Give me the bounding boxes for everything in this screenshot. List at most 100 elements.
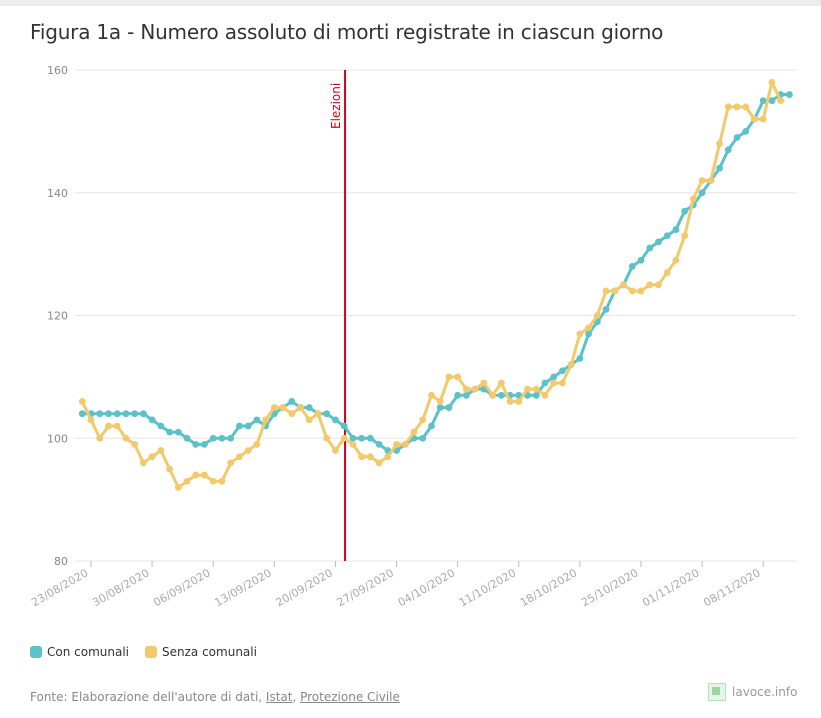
data-point xyxy=(602,287,610,295)
top-bar xyxy=(0,0,821,6)
data-point xyxy=(733,134,741,141)
data-point xyxy=(524,385,531,393)
data-point xyxy=(428,391,435,399)
data-point xyxy=(419,434,427,442)
data-point xyxy=(201,471,208,479)
data-point xyxy=(751,115,758,123)
data-point xyxy=(253,416,261,424)
source-separator: , xyxy=(292,690,301,704)
data-point xyxy=(262,416,269,424)
x-tick-label: 08/11/2020 xyxy=(701,566,762,609)
data-point xyxy=(148,453,156,461)
data-point xyxy=(506,398,514,405)
x-tick-label: 13/09/2020 xyxy=(212,566,273,609)
data-point xyxy=(236,453,243,461)
data-point xyxy=(497,391,505,399)
data-point xyxy=(733,103,741,111)
data-point xyxy=(716,164,723,172)
data-point xyxy=(166,428,173,436)
data-point xyxy=(646,244,654,252)
data-point xyxy=(139,459,147,467)
data-point xyxy=(585,324,593,332)
data-point xyxy=(183,434,191,442)
data-point xyxy=(227,434,235,442)
data-point xyxy=(166,465,173,473)
x-tick-label: 27/09/2020 xyxy=(335,566,396,609)
data-point xyxy=(366,453,374,461)
source-link-istat[interactable]: Istat xyxy=(265,690,293,704)
data-point xyxy=(454,373,462,381)
data-point xyxy=(218,434,226,442)
data-point xyxy=(401,440,409,448)
data-point xyxy=(192,440,200,448)
data-point xyxy=(174,428,182,436)
data-point xyxy=(227,459,235,467)
data-point xyxy=(436,398,444,405)
x-tick-label: 20/09/2020 xyxy=(274,566,335,609)
data-point xyxy=(462,391,470,399)
data-point xyxy=(681,207,689,215)
data-point xyxy=(681,232,689,240)
data-point xyxy=(122,434,130,442)
data-point xyxy=(707,177,715,184)
data-point xyxy=(218,477,226,485)
data-point xyxy=(742,127,750,135)
chart-title: Figura 1a - Numero assoluto di morti reg… xyxy=(30,20,664,44)
data-point xyxy=(532,391,540,399)
data-point xyxy=(297,404,304,411)
data-point xyxy=(532,385,540,393)
data-point xyxy=(78,398,86,405)
data-point xyxy=(698,189,706,197)
data-point xyxy=(174,483,182,491)
data-point xyxy=(768,97,776,105)
data-point xyxy=(489,391,496,399)
y-tick-label: 80 xyxy=(54,555,68,568)
legend-item-senza-comunali[interactable]: Senza comunali xyxy=(145,645,257,659)
data-point xyxy=(340,434,348,442)
legend-swatch-yellow xyxy=(145,646,158,658)
data-point xyxy=(724,103,732,111)
source-prefix: Fonte: Elaborazione dell'autore di dati, xyxy=(30,690,266,704)
data-point xyxy=(192,471,200,479)
data-point xyxy=(157,422,165,430)
data-point xyxy=(201,440,208,448)
data-point xyxy=(716,140,723,148)
data-point xyxy=(768,78,776,86)
data-point xyxy=(384,453,392,461)
data-point xyxy=(314,410,322,418)
data-point xyxy=(113,422,121,430)
data-point xyxy=(113,410,121,418)
brand-name: lavoce.info xyxy=(732,685,798,699)
x-tick-label: 01/11/2020 xyxy=(640,566,701,609)
data-point xyxy=(445,373,453,381)
data-point xyxy=(332,447,339,454)
data-point xyxy=(777,97,785,105)
data-point xyxy=(541,391,549,399)
data-point xyxy=(105,422,112,430)
data-point xyxy=(602,305,610,313)
data-point xyxy=(340,422,348,430)
data-point xyxy=(139,410,147,418)
data-point xyxy=(183,477,191,485)
x-tick-label: 06/09/2020 xyxy=(151,566,212,609)
data-point xyxy=(759,97,767,105)
x-tick-label: 23/08/2020 xyxy=(29,566,90,609)
source-link-protezione-civile[interactable]: Protezione Civile xyxy=(300,690,400,704)
y-tick-label: 120 xyxy=(47,310,68,323)
data-point xyxy=(628,287,636,295)
data-point xyxy=(323,410,331,418)
data-point xyxy=(497,379,505,387)
data-point xyxy=(742,103,750,111)
legend-item-con-comunali[interactable]: Con comunali xyxy=(30,645,129,659)
data-point xyxy=(559,379,566,387)
y-tick-label: 160 xyxy=(47,64,68,77)
data-point xyxy=(279,404,287,411)
data-point xyxy=(105,410,112,418)
data-point xyxy=(637,287,645,295)
legend: Con comunali Senza comunali xyxy=(30,645,257,659)
data-point xyxy=(288,410,296,418)
data-point xyxy=(131,410,139,418)
data-point xyxy=(323,434,331,442)
data-point xyxy=(445,404,453,411)
data-point xyxy=(375,440,383,448)
